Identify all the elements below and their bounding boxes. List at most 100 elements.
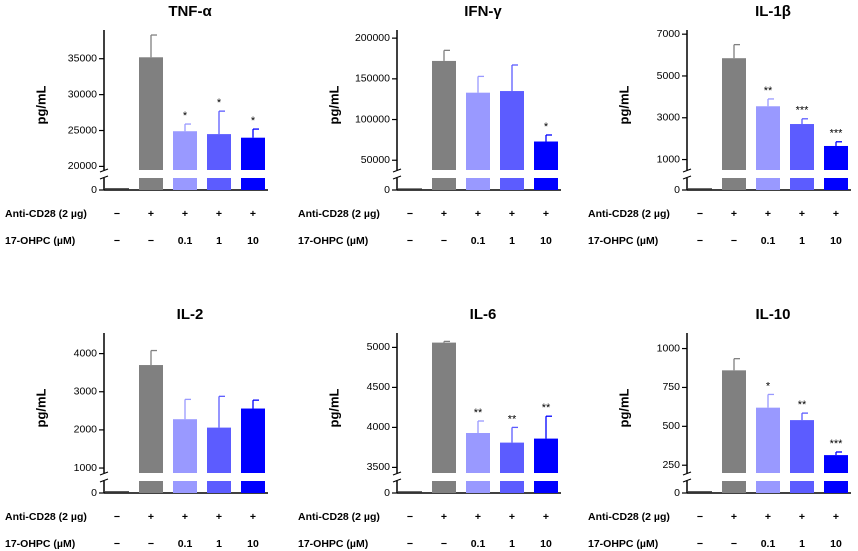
bar (534, 178, 558, 190)
treatment-label: 17-OHPC (µM) (5, 235, 75, 247)
treatment-value: − (731, 235, 737, 247)
treatment-value: + (765, 511, 771, 523)
y-tick-label: 3000 (74, 386, 98, 398)
bar (722, 178, 746, 190)
treatment-value: + (182, 208, 188, 220)
y-tick-label: 5000 (657, 70, 681, 82)
treatment-label: Anti-CD28 (2 µg) (588, 511, 670, 523)
treatment-value: − (114, 208, 120, 220)
y-tick-label: 0 (384, 184, 390, 196)
bar (824, 455, 848, 473)
bar (688, 188, 712, 190)
y-tick-label: 4500 (367, 381, 391, 393)
treatment-value: 0.1 (471, 235, 486, 247)
axis-break (99, 471, 109, 476)
bar (139, 365, 163, 473)
axis-break (392, 168, 402, 173)
bar (824, 178, 848, 190)
treatment-value: + (731, 511, 737, 523)
bar (722, 58, 746, 170)
y-tick-label: 100000 (355, 113, 390, 125)
y-tick-label: 0 (91, 487, 97, 499)
treatment-label: Anti-CD28 (2 µg) (588, 208, 670, 220)
y-tick-label: 3500 (367, 461, 391, 473)
treatment-label: Anti-CD28 (2 µg) (298, 511, 380, 523)
treatment-label: 17-OHPC (µM) (298, 235, 368, 247)
treatment-label: Anti-CD28 (2 µg) (5, 208, 87, 220)
treatment-value: − (697, 511, 703, 523)
treatment-value: + (216, 208, 222, 220)
treatment-value: + (250, 511, 256, 523)
y-tick-label: 4000 (74, 347, 98, 359)
treatment-label: 17-OHPC (µM) (5, 538, 75, 550)
treatment-value: − (407, 511, 413, 523)
treatment-value: − (407, 538, 413, 550)
bar (207, 134, 231, 170)
y-axis-label: pg/mL (616, 85, 631, 124)
y-tick-label: 750 (662, 381, 680, 393)
bar (466, 92, 490, 170)
bar (432, 178, 456, 190)
significance: *** (796, 105, 810, 117)
axis-break (392, 471, 402, 476)
treatment-value: 0.1 (178, 235, 193, 247)
treatment-value: + (148, 208, 154, 220)
treatment-value: + (543, 511, 549, 523)
bar (790, 124, 814, 170)
bar (466, 481, 490, 493)
y-tick-label: 1000 (657, 153, 681, 165)
treatment-value: 0.1 (178, 538, 193, 550)
significance: *** (830, 438, 844, 450)
bar (824, 481, 848, 493)
treatment-value: + (216, 511, 222, 523)
treatment-value: 1 (509, 235, 515, 247)
treatment-value: 0.1 (761, 235, 776, 247)
treatment-value: + (475, 511, 481, 523)
treatment-value: + (441, 511, 447, 523)
treatment-label: 17-OHPC (µM) (298, 538, 368, 550)
treatment-value: + (765, 208, 771, 220)
bar (207, 427, 231, 473)
panel-title: IL-6 (470, 306, 497, 323)
treatment-value: − (114, 511, 120, 523)
y-tick-label: 7000 (657, 28, 681, 40)
bar (139, 481, 163, 493)
bar (790, 420, 814, 473)
bar (500, 178, 524, 190)
treatment-value: − (731, 538, 737, 550)
y-tick-label: 5000 (367, 341, 391, 353)
bar (207, 481, 231, 493)
bar (241, 137, 265, 170)
treatment-value: 1 (216, 538, 222, 550)
bar (432, 342, 456, 473)
treatment-label: 17-OHPC (µM) (588, 538, 658, 550)
treatment-value: 1 (509, 538, 515, 550)
significance: * (251, 115, 256, 127)
y-tick-label: 0 (674, 184, 680, 196)
significance: ** (474, 407, 483, 419)
y-tick-label: 0 (91, 184, 97, 196)
treatment-value: 0.1 (471, 538, 486, 550)
treatment-value: + (731, 208, 737, 220)
y-tick-label: 250 (662, 459, 680, 471)
treatment-value: − (114, 235, 120, 247)
bar (173, 178, 197, 190)
treatment-value: 1 (799, 538, 805, 550)
bar (241, 481, 265, 493)
treatment-value: 0.1 (761, 538, 776, 550)
y-tick-label: 0 (384, 487, 390, 499)
significance: ** (798, 399, 807, 411)
significance: ** (542, 402, 551, 414)
bar (534, 481, 558, 493)
y-tick-label: 50000 (361, 154, 390, 166)
y-tick-label: 0 (674, 487, 680, 499)
bar (790, 481, 814, 493)
treatment-value: − (148, 538, 154, 550)
bar (500, 91, 524, 170)
treatment-value: + (148, 511, 154, 523)
bar (722, 370, 746, 473)
y-tick-label: 20000 (68, 160, 97, 172)
treatment-value: − (697, 235, 703, 247)
significance: * (217, 97, 222, 109)
